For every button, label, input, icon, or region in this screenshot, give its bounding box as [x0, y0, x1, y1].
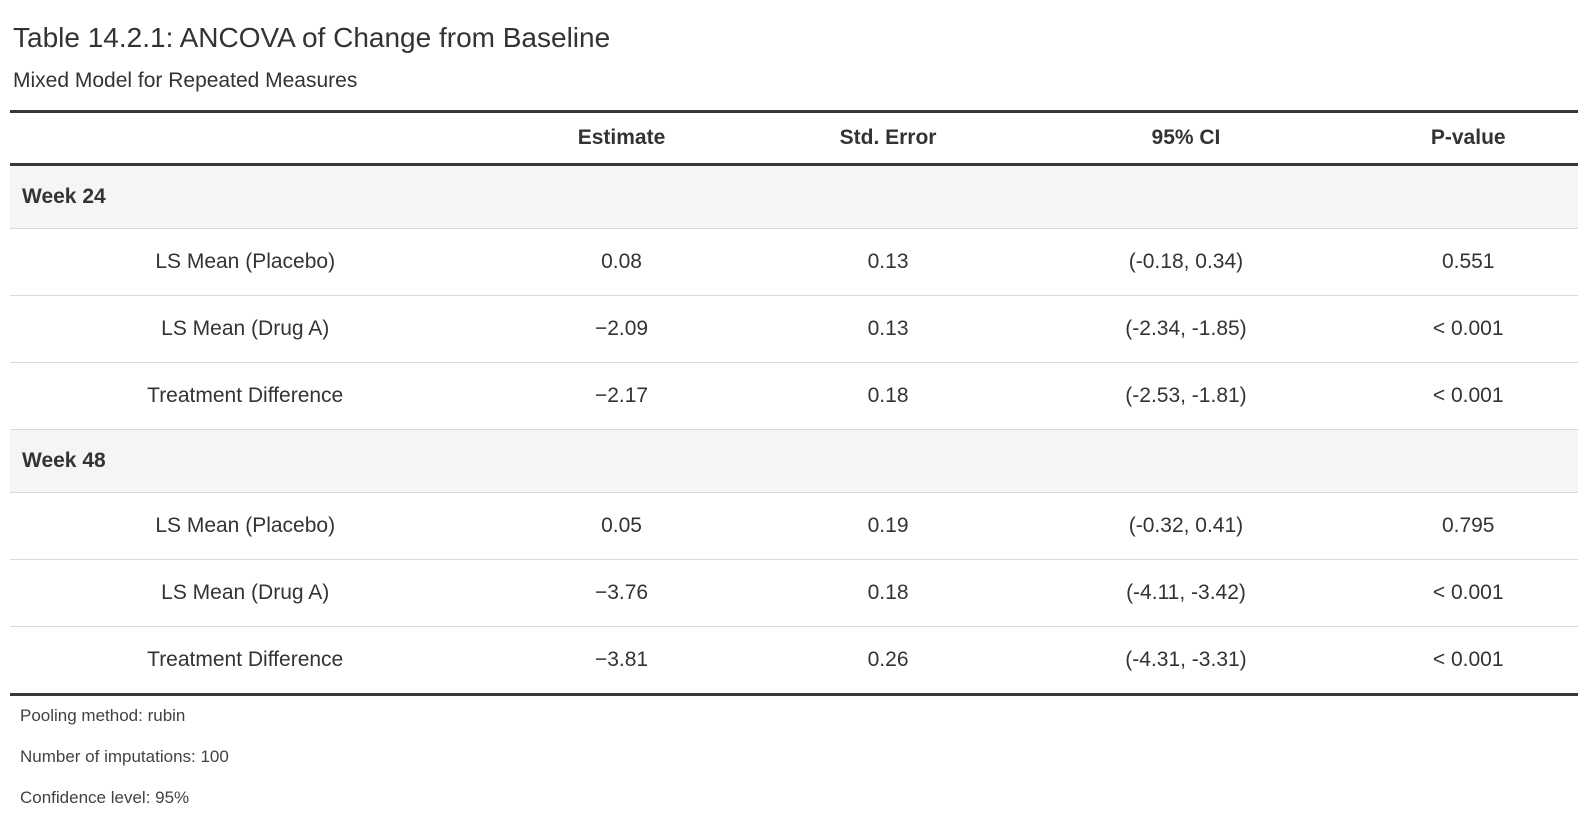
- row-label: Treatment Difference: [10, 362, 481, 430]
- group-label: Week 48: [10, 429, 1578, 493]
- table-row: LS Mean (Drug A) −3.76 0.18 (-4.11, -3.42) <…: [10, 559, 1578, 627]
- cell-95-ci: (-0.18, 0.34): [1013, 228, 1359, 296]
- cell-95-ci: (-4.31, -3.31): [1013, 626, 1359, 696]
- cell-std-error: 0.18: [762, 559, 1014, 627]
- cell-std-error: 0.19: [762, 492, 1014, 560]
- cell-estimate: −2.17: [480, 362, 763, 430]
- cell-estimate: −2.09: [480, 295, 763, 363]
- row-label: Treatment Difference: [10, 626, 481, 696]
- footnotes: Pooling method: rubin Number of imputatio…: [10, 696, 1578, 808]
- column-header-estimate: Estimate: [480, 110, 763, 166]
- cell-estimate: 0.05: [480, 492, 763, 560]
- cell-estimate: −3.81: [480, 626, 763, 696]
- cell-95-ci: (-2.53, -1.81): [1013, 362, 1359, 430]
- column-header-p-value: P-value: [1358, 110, 1578, 166]
- cell-std-error: 0.13: [762, 295, 1014, 363]
- cell-p-value: < 0.001: [1358, 295, 1578, 363]
- page-title: Table 14.2.1: ANCOVA of Change from Base…: [13, 22, 611, 53]
- cell-95-ci: (-0.32, 0.41): [1013, 492, 1359, 560]
- column-header-stub: [10, 110, 481, 166]
- cell-p-value: < 0.001: [1358, 362, 1578, 430]
- cell-p-value: 0.551: [1358, 228, 1578, 296]
- ancova-results-table: Estimate Std. Error 95% CI P-value Week …: [10, 110, 1578, 696]
- group-label: Week 24: [10, 164, 1578, 229]
- row-label: LS Mean (Drug A): [10, 559, 481, 627]
- table-row: Treatment Difference −2.17 0.18 (-2.53, -1.…: [10, 362, 1578, 430]
- cell-estimate: −3.76: [480, 559, 763, 627]
- row-label: LS Mean (Drug A): [10, 295, 481, 363]
- footnote-line: Confidence level: 95%: [20, 788, 190, 807]
- table-row: LS Mean (Placebo) 0.08 0.13 (-0.18, 0.34) 0.…: [10, 228, 1578, 296]
- page-subtitle: Mixed Model for Repeated Measures: [13, 69, 358, 92]
- group-header-row: Week 24: [10, 164, 1578, 229]
- table-row: Treatment Difference −3.81 0.26 (-4.31, -3.…: [10, 626, 1578, 696]
- footnote-line: Pooling method: rubin: [20, 706, 186, 725]
- cell-p-value: 0.795: [1358, 492, 1578, 560]
- cell-95-ci: (-2.34, -1.85): [1013, 295, 1359, 363]
- cell-estimate: 0.08: [480, 228, 763, 296]
- cell-std-error: 0.18: [762, 362, 1014, 430]
- column-header-std-error: Std. Error: [762, 110, 1014, 166]
- cell-p-value: < 0.001: [1358, 626, 1578, 696]
- footnote-line: Number of imputations: 100: [20, 747, 229, 766]
- row-label: LS Mean (Placebo): [10, 228, 481, 296]
- cell-std-error: 0.13: [762, 228, 1014, 296]
- row-label: LS Mean (Placebo): [10, 492, 481, 560]
- table-row: LS Mean (Drug A) −2.09 0.13 (-2.34, -1.85) <…: [10, 295, 1578, 363]
- cell-std-error: 0.26: [762, 626, 1014, 696]
- column-header-95-ci: 95% CI: [1013, 110, 1359, 166]
- cell-95-ci: (-4.11, -3.42): [1013, 559, 1359, 627]
- group-header-row: Week 48: [10, 429, 1578, 493]
- column-header-row: Estimate Std. Error 95% CI P-value: [10, 110, 1578, 166]
- table-row: LS Mean (Placebo) 0.05 0.19 (-0.32, 0.41) 0.…: [10, 492, 1578, 560]
- cell-p-value: < 0.001: [1358, 559, 1578, 627]
